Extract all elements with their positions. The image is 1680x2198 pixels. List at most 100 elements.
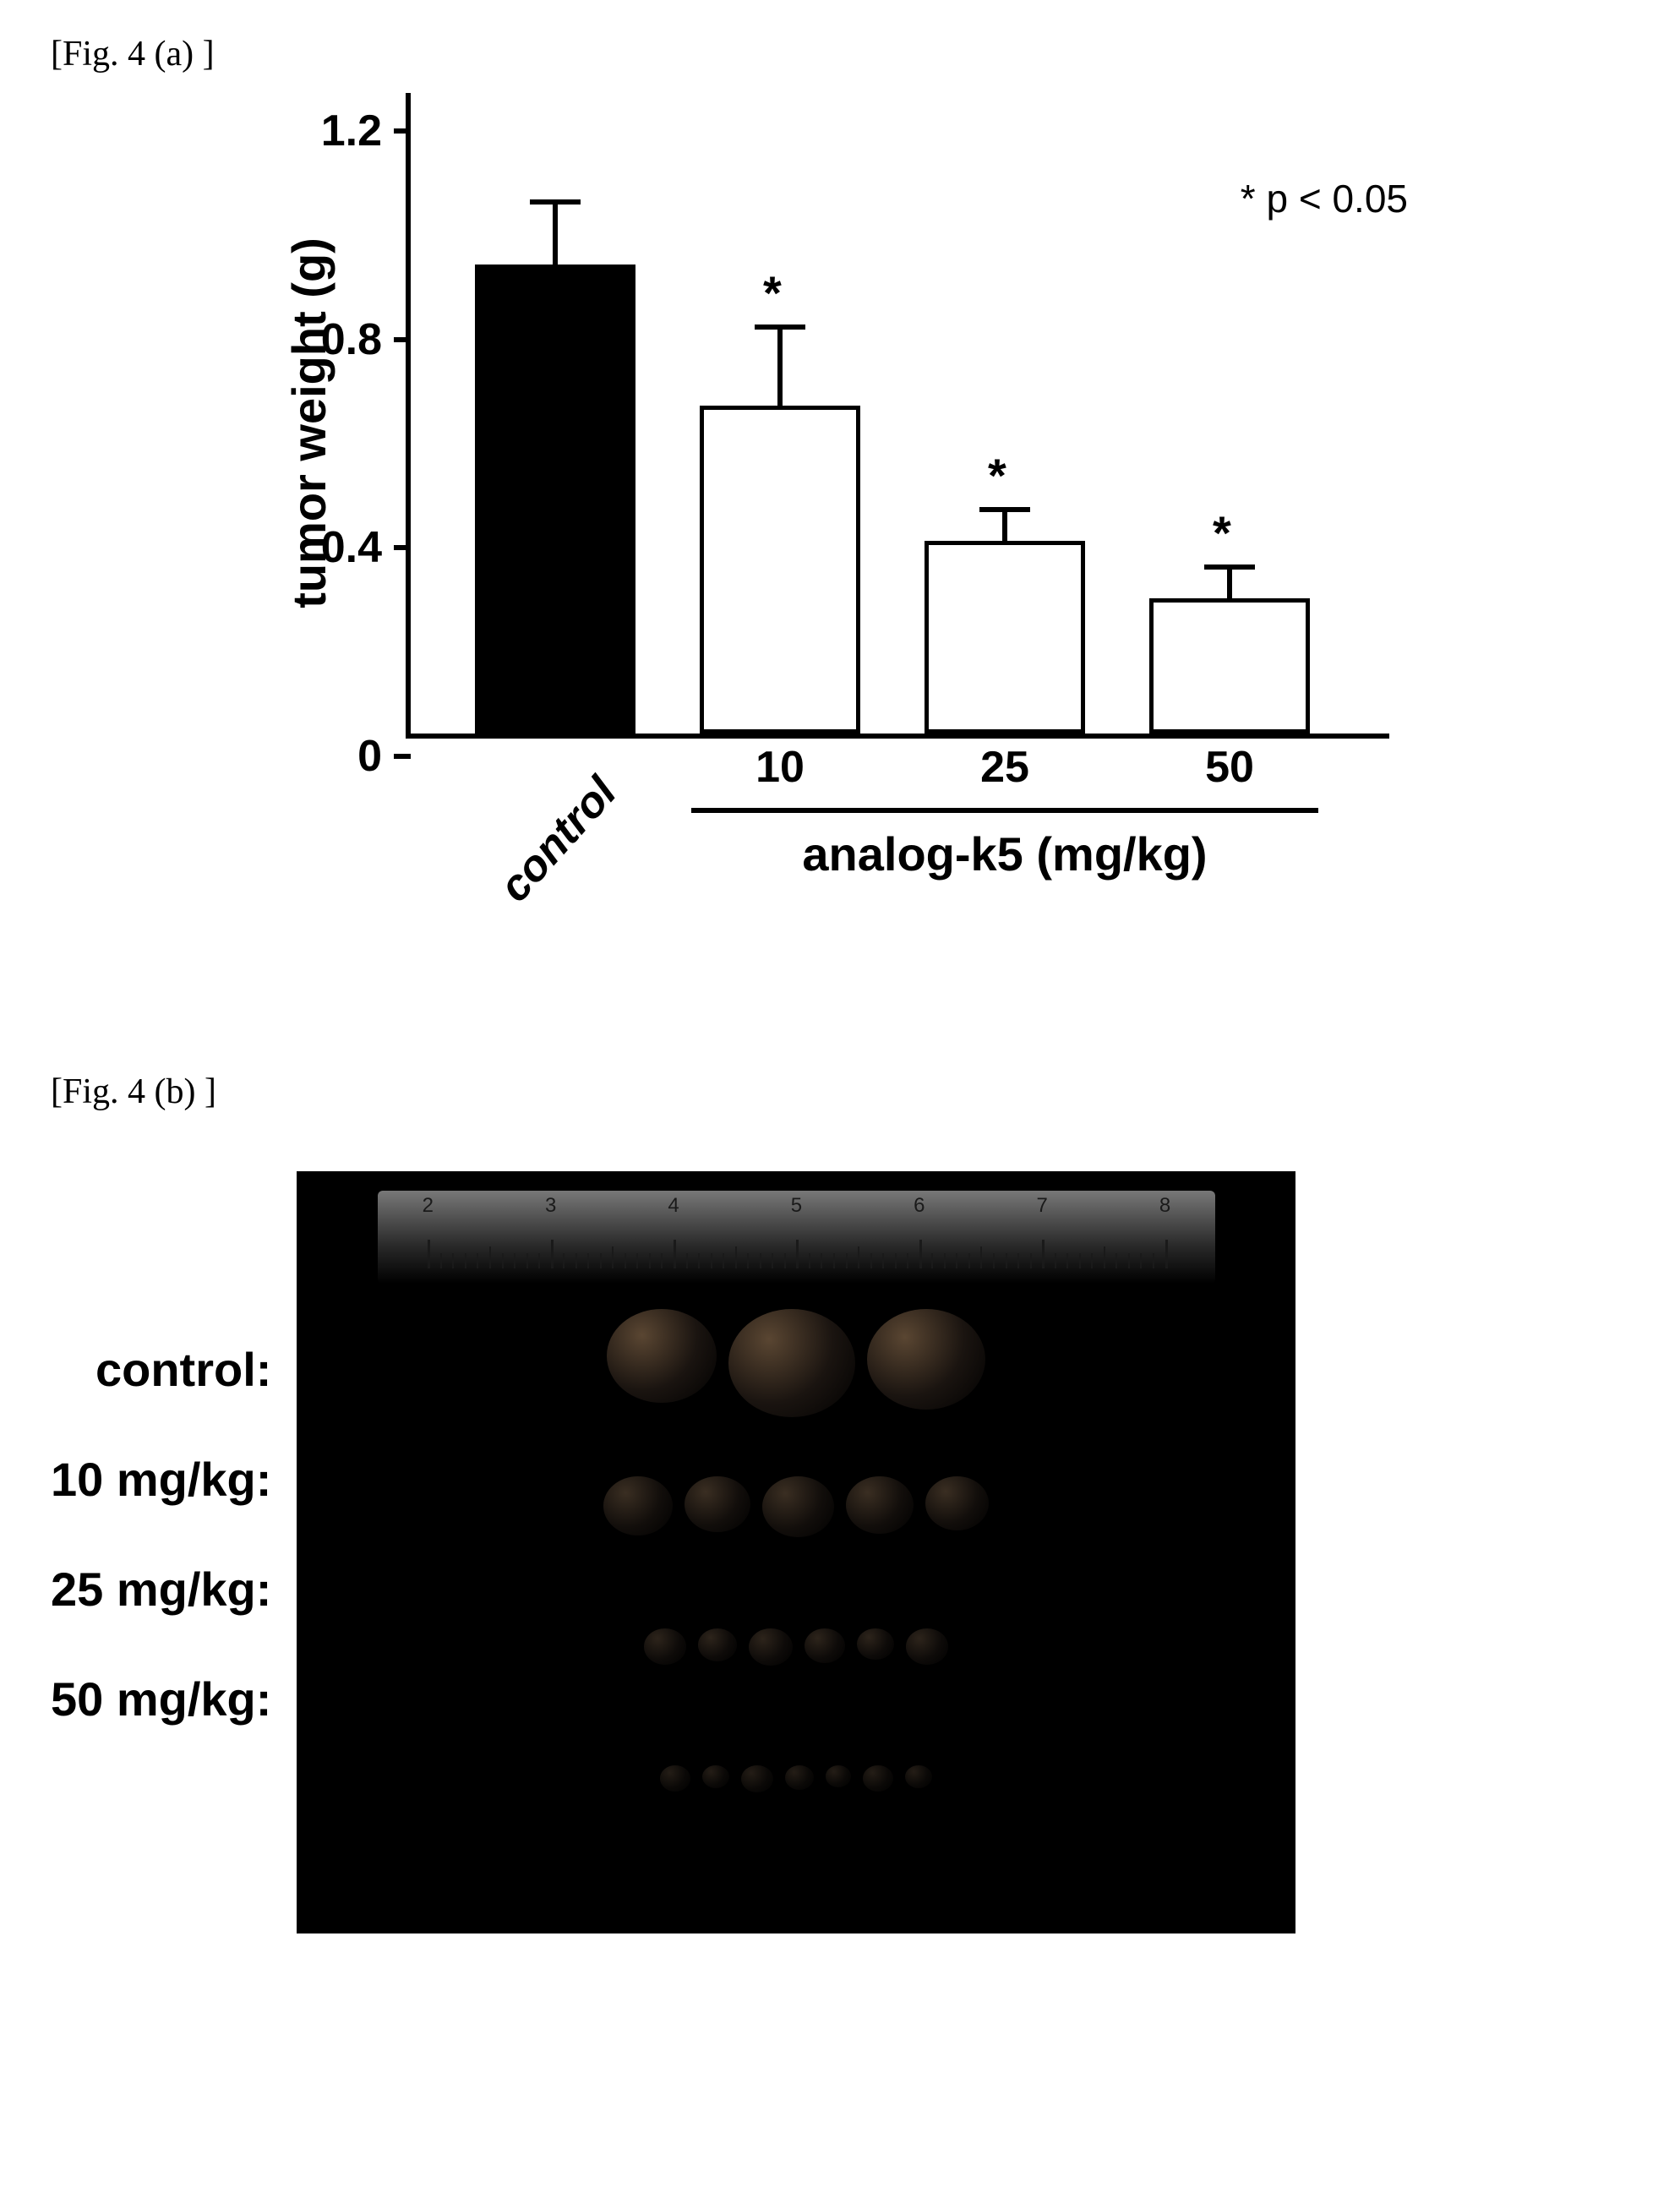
ruler-minor-tick: [821, 1253, 822, 1268]
tumor-sample: [685, 1476, 750, 1532]
ruler-number: 8: [1159, 1194, 1170, 1218]
ruler-minor-tick: [587, 1253, 589, 1268]
tumor-row: [297, 1309, 1295, 1417]
ruler-minor-tick: [1066, 1253, 1068, 1268]
ruler-number: 6: [914, 1194, 925, 1218]
tumor-row: [297, 1628, 1295, 1666]
ruler-major-tick: [1042, 1240, 1045, 1268]
photo-row-label: control:: [51, 1315, 271, 1425]
plot-area: 00.40.81.2tumor weight (g)control*10*25*…: [406, 108, 1374, 739]
bar-10: [700, 406, 860, 734]
ruler-number: 4: [668, 1194, 679, 1218]
ruler-minor-tick: [563, 1253, 565, 1268]
ruler-minor-tick: [625, 1253, 626, 1268]
photo-row-label: 25 mg/kg:: [51, 1535, 271, 1644]
x-tick-label: control: [488, 767, 627, 914]
tumor-sample: [728, 1309, 855, 1417]
x-tick-label: 50: [1149, 742, 1310, 793]
tumor-sample: [698, 1628, 737, 1661]
ruler-minor-tick: [760, 1253, 761, 1268]
ruler-minor-tick: [882, 1253, 884, 1268]
ruler-minor-tick: [956, 1253, 957, 1268]
tumor-sample: [741, 1765, 773, 1792]
ruler-major-tick: [796, 1240, 799, 1268]
ruler-minor-tick: [944, 1253, 946, 1268]
figure-a-label: [Fig. 4 (a) ]: [51, 34, 1629, 74]
ruler-minor-tick: [895, 1253, 897, 1268]
y-tick: 1.2: [321, 106, 411, 156]
tumor-sample: [603, 1476, 673, 1535]
tumor-sample: [805, 1628, 845, 1663]
x-axis-endcap: [1374, 734, 1389, 739]
ruler-minor-tick: [1091, 1253, 1093, 1268]
ruler-major-tick: [919, 1240, 922, 1268]
photo-row-label: 50 mg/kg:: [51, 1644, 271, 1754]
error-bar-stem: [553, 202, 558, 265]
ruler-minor-tick: [870, 1253, 872, 1268]
ruler-minor-tick: [858, 1246, 859, 1268]
tumor-sample: [906, 1628, 948, 1665]
ruler-minor-tick: [846, 1253, 848, 1268]
figure-b-label: [Fig. 4 (b) ]: [51, 1072, 1629, 1112]
ruler-minor-tick: [465, 1253, 466, 1268]
tumor-sample: [867, 1309, 985, 1410]
tumor-sample: [644, 1628, 686, 1665]
ruler-minor-tick: [600, 1253, 602, 1268]
tumor-photo: 2345678: [297, 1171, 1295, 1933]
ruler-minor-tick: [784, 1253, 786, 1268]
ruler: 2345678: [297, 1191, 1295, 1284]
ruler-minor-tick: [514, 1253, 515, 1268]
significance-star: *: [763, 265, 782, 320]
ruler-minor-tick: [980, 1246, 982, 1268]
figure-b-row-labels: control:10 mg/kg:25 mg/kg:50 mg/kg:: [51, 1171, 271, 1754]
tumor-sample: [826, 1765, 851, 1787]
ruler-minor-tick: [477, 1253, 478, 1268]
ruler-minor-tick: [931, 1253, 933, 1268]
ruler-major-tick: [674, 1240, 676, 1268]
ruler-scale: 2345678: [378, 1191, 1215, 1284]
error-bar-cap: [1204, 564, 1255, 570]
ruler-minor-tick: [1017, 1253, 1019, 1268]
tumor-sample: [607, 1309, 717, 1403]
ruler-minor-tick: [809, 1253, 810, 1268]
ruler-minor-tick: [575, 1253, 577, 1268]
ruler-minor-tick: [1104, 1246, 1105, 1268]
figure-b-wrap: control:10 mg/kg:25 mg/kg:50 mg/kg: 2345…: [51, 1171, 1629, 1933]
ruler-minor-tick: [1055, 1253, 1056, 1268]
significance-star: *: [1213, 505, 1231, 560]
ruler-minor-tick: [1079, 1253, 1081, 1268]
ruler-minor-tick: [1140, 1253, 1142, 1268]
y-tick: 0: [357, 731, 411, 782]
p-value-legend: * p < 0.05: [1241, 176, 1408, 221]
ruler-minor-tick: [502, 1253, 504, 1268]
ruler-number: 5: [791, 1194, 802, 1218]
ruler-minor-tick: [661, 1253, 663, 1268]
ruler-minor-tick: [489, 1246, 491, 1268]
tumor-sample: [857, 1628, 894, 1660]
ruler-minor-tick: [993, 1253, 995, 1268]
error-bar-stem: [1002, 510, 1007, 541]
tumor-sample: [905, 1765, 932, 1788]
ruler-minor-tick: [649, 1253, 651, 1268]
ruler-minor-tick: [711, 1253, 712, 1268]
y-tick-mark: [394, 545, 411, 550]
tumor-sample: [702, 1765, 729, 1788]
ruler-minor-tick: [735, 1246, 737, 1268]
ruler-minor-tick: [907, 1253, 908, 1268]
tumor-row: [297, 1765, 1295, 1792]
ruler-minor-tick: [526, 1253, 528, 1268]
ruler-number: 2: [423, 1194, 434, 1218]
ruler-minor-tick: [636, 1253, 638, 1268]
ruler-minor-tick: [1030, 1253, 1032, 1268]
ruler-minor-tick: [698, 1253, 700, 1268]
error-bar-cap: [979, 507, 1030, 512]
group-line: [691, 808, 1318, 813]
error-bar-stem: [777, 327, 783, 406]
ruler-minor-tick: [1006, 1253, 1007, 1268]
ruler-number: 7: [1036, 1194, 1047, 1218]
bar-50: [1149, 598, 1310, 734]
ruler-minor-tick: [968, 1253, 970, 1268]
ruler-minor-tick: [833, 1253, 835, 1268]
error-bar-stem: [1227, 567, 1232, 598]
ruler-minor-tick: [440, 1253, 442, 1268]
